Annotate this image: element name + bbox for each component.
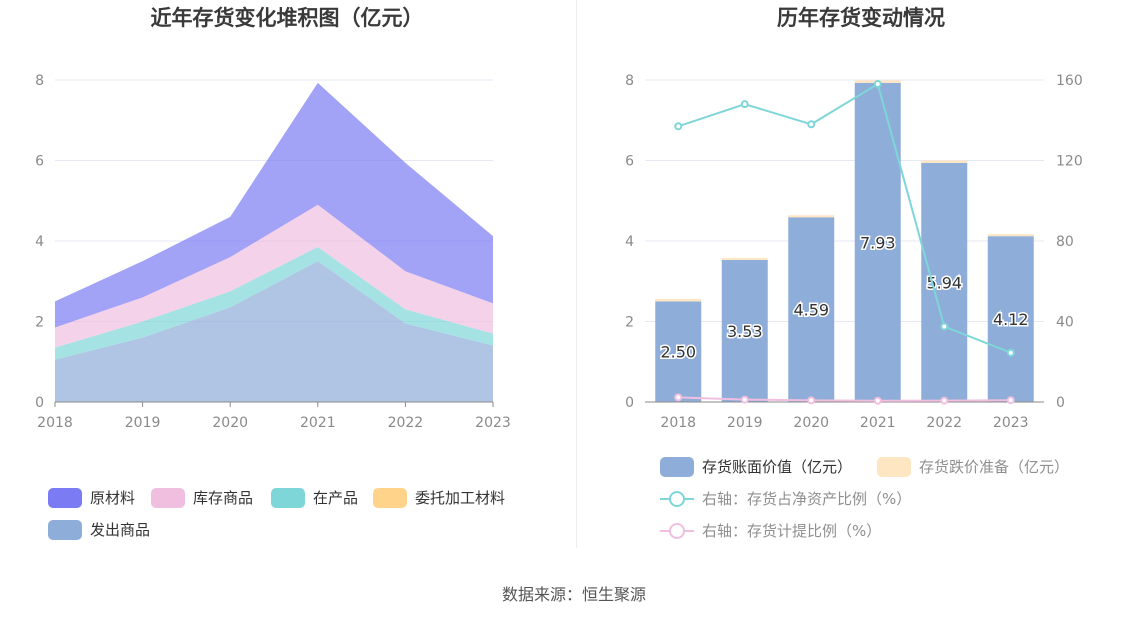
bar-value-label: 7.93	[860, 233, 896, 252]
bar-book-value	[721, 259, 768, 402]
legend-swatch	[151, 487, 185, 508]
area-series-1	[55, 247, 493, 360]
right-x-tick-label: 2021	[860, 415, 896, 431]
left-x-tick-label: 2019	[125, 415, 161, 431]
legend-swatch	[271, 487, 305, 508]
legend-item-net-asset-ratio[interactable]: 右轴：存货占净资产比例（%）	[660, 488, 911, 509]
left-x-tick-label: 2018	[37, 415, 73, 431]
left-x-tick-label: 2021	[300, 415, 336, 431]
left-y-tick-label: 0	[35, 395, 44, 411]
right-y-tick-label-left: 8	[625, 73, 634, 89]
bar-value-label: 4.59	[793, 301, 829, 320]
line-series-0	[677, 82, 1012, 354]
left-chart-title: 近年存货变化堆积图（亿元）	[150, 6, 424, 30]
right-x-tick-label: 2018	[660, 415, 696, 431]
bar-impairment-provision	[788, 215, 835, 218]
legend-item-left[interactable]: 在产品	[271, 487, 358, 508]
right-y-tick-label-left: 4	[625, 234, 634, 250]
legend-label: 存货账面价值（亿元）	[702, 458, 853, 476]
right-y-tick-label-right: 120	[1056, 154, 1083, 170]
line-point-0	[674, 122, 683, 131]
bar-value-label: 4.12	[993, 310, 1029, 329]
left-x-tick-label: 2020	[212, 415, 248, 431]
legend-label: 右轴：存货计提比例（%）	[702, 522, 882, 540]
left-x-tick-label: 2023	[475, 415, 511, 431]
right-y-tick-label-right: 0	[1056, 395, 1065, 411]
bar-impairment-provision	[721, 257, 768, 260]
legend-swatch	[48, 519, 82, 540]
right-x-tick-label: 2022	[926, 415, 962, 431]
left-y-tick-label: 4	[35, 234, 44, 250]
legend-swatch	[660, 521, 694, 541]
legend-item-left[interactable]: 原材料	[48, 487, 135, 508]
legend-swatch	[877, 456, 911, 477]
legend-item-left[interactable]: 发出商品	[48, 519, 150, 540]
bar-book-value	[987, 236, 1034, 402]
line-point-1	[740, 395, 749, 404]
legend-swatch	[660, 489, 694, 509]
bar-impairment-provision	[987, 234, 1034, 237]
right-y-tick-label-left: 0	[625, 395, 634, 411]
left-y-tick-label: 8	[35, 73, 44, 89]
right-y-tick-label-right: 40	[1056, 315, 1074, 331]
legend-label: 存货跌价准备（亿元）	[919, 458, 1070, 476]
left-y-tick-label: 6	[35, 154, 44, 170]
line-point-1	[873, 396, 882, 405]
line-point-1	[940, 396, 949, 405]
legend-swatch	[373, 487, 407, 508]
right-x-tick-label: 2020	[793, 415, 829, 431]
bar-impairment-provision	[655, 298, 702, 302]
legend-item-left[interactable]: 委托加工材料	[373, 487, 505, 508]
area-series-4	[55, 82, 493, 328]
chart-divider	[576, 0, 577, 548]
legend-item-book-value[interactable]: 存货账面价值（亿元）	[660, 456, 852, 477]
right-y-tick-label-right: 80	[1056, 234, 1074, 250]
area-series-2	[55, 204, 493, 348]
legend-swatch	[660, 456, 694, 477]
legend-label: 发出商品	[90, 521, 151, 539]
line-point-1	[674, 393, 683, 402]
right-y-tick-label-left: 6	[625, 154, 634, 170]
legend-item-provision-ratio[interactable]: 右轴：存货计提比例（%）	[660, 520, 881, 541]
legend-label: 在产品	[313, 489, 359, 507]
right-chart-title: 历年存货变动情况	[777, 6, 945, 30]
right-x-tick-label: 2019	[727, 415, 763, 431]
legend-item-left[interactable]: 库存商品	[151, 487, 253, 508]
bar-value-label: 3.53	[727, 322, 763, 341]
line-point-0	[940, 322, 949, 331]
right-y-tick-label-left: 2	[625, 315, 634, 331]
line-point-0	[740, 100, 749, 109]
line-point-0	[873, 80, 882, 89]
bar-value-label: 2.50	[660, 343, 696, 362]
line-point-1	[807, 396, 816, 405]
data-source: 数据来源：恒生聚源	[501, 585, 646, 604]
line-point-0	[1006, 348, 1015, 357]
legend-label: 右轴：存货占净资产比例（%）	[702, 490, 912, 508]
legend-label: 库存商品	[193, 489, 254, 507]
bar-book-value	[854, 82, 901, 402]
legend-item-provision[interactable]: 存货跌价准备（亿元）	[877, 456, 1069, 477]
legend-label: 原材料	[90, 489, 136, 507]
left-y-tick-label: 2	[35, 315, 44, 331]
bar-book-value	[788, 217, 835, 402]
area-series-0	[55, 261, 493, 402]
bar-impairment-provision	[921, 160, 968, 163]
line-point-0	[807, 120, 816, 129]
right-x-tick-label: 2023	[993, 415, 1029, 431]
left-x-tick-label: 2022	[388, 415, 424, 431]
line-point-1	[1006, 396, 1015, 405]
bar-book-value	[921, 162, 968, 402]
right-y-tick-label-right: 160	[1056, 73, 1083, 89]
legend-label: 委托加工材料	[415, 489, 506, 507]
legend-swatch	[48, 487, 82, 508]
line-series-1	[678, 396, 1011, 402]
bar-book-value	[655, 301, 702, 402]
